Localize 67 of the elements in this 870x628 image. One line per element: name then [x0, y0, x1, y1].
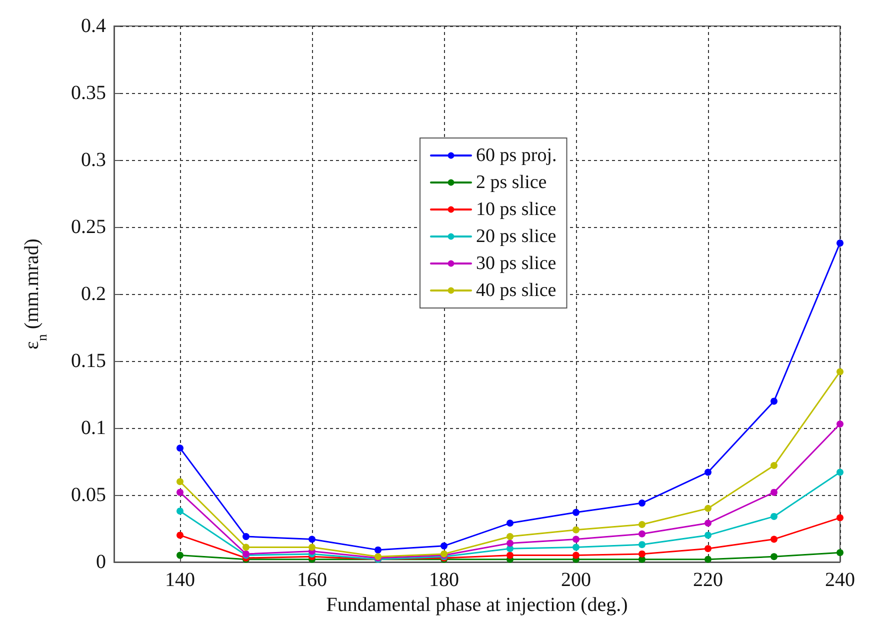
legend-label: 2 ps slice [476, 172, 547, 193]
point [440, 542, 448, 550]
x-tick-label: 160 [297, 569, 327, 591]
point [704, 545, 712, 552]
x-tick-label: 200 [561, 569, 591, 591]
point [638, 550, 646, 558]
x-tick-label: 140 [165, 569, 195, 591]
x-tick-label: 180 [429, 569, 459, 591]
point [506, 533, 514, 540]
point [836, 549, 844, 556]
y-tick-label: 0.35 [71, 82, 106, 104]
point [836, 368, 844, 376]
point [572, 552, 580, 559]
point [308, 536, 316, 543]
point [836, 420, 844, 428]
point [176, 508, 184, 515]
point [836, 514, 844, 522]
point [572, 526, 580, 534]
y-tick-label: 0.1 [81, 417, 106, 439]
point [572, 508, 580, 516]
point [176, 478, 184, 486]
y-tick-label: 0.15 [71, 350, 106, 372]
legend-label: 30 ps slice [476, 253, 556, 274]
point [770, 536, 778, 543]
point [506, 540, 514, 547]
point [770, 488, 778, 496]
y-axis-title: εn (mm.mrad) [21, 238, 50, 350]
legend-label: 60 ps proj. [476, 145, 557, 166]
point [704, 520, 712, 527]
point [836, 468, 844, 476]
y-tick-label: 0.3 [81, 149, 106, 171]
point [176, 444, 184, 452]
point [836, 240, 844, 247]
y-tick-label: 0.05 [71, 484, 106, 506]
point [770, 462, 778, 470]
point [704, 468, 712, 476]
point [572, 536, 580, 543]
legend-label: 10 ps slice [476, 199, 556, 220]
y-tick-label: 0 [96, 551, 106, 573]
y-tick-label: 0.4 [81, 15, 106, 37]
point [176, 552, 184, 559]
point [704, 556, 712, 563]
x-tick-label: 240 [825, 569, 855, 591]
point [374, 546, 382, 554]
point [704, 532, 712, 539]
point [770, 553, 778, 560]
legend-label: 20 ps slice [476, 226, 556, 247]
point [242, 544, 250, 551]
y-tick-label: 0.25 [71, 216, 106, 238]
x-tick-label: 220 [693, 569, 723, 591]
x-axis-title: Fundamental phase at injection (deg.) [326, 594, 628, 616]
point [704, 504, 712, 512]
point [638, 520, 646, 528]
point [638, 541, 646, 548]
y-tick-label: 0.2 [81, 283, 106, 305]
point [176, 488, 184, 496]
point [242, 533, 250, 540]
legend-label: 40 ps slice [476, 280, 556, 301]
point [770, 398, 778, 405]
point [572, 544, 580, 551]
point [176, 532, 184, 539]
point [770, 512, 778, 520]
point [308, 544, 316, 551]
point [506, 520, 514, 527]
point [506, 552, 514, 559]
point [638, 500, 646, 507]
point [638, 530, 646, 538]
